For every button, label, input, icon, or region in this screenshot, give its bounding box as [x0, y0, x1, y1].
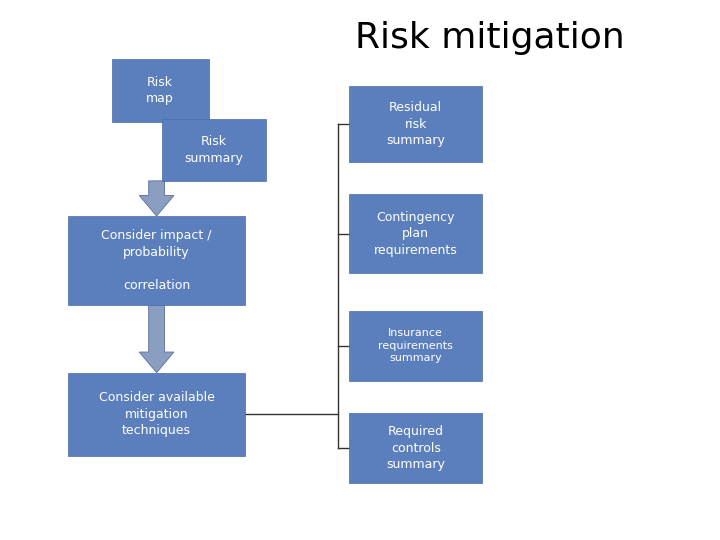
Text: Required
controls
summary: Required controls summary — [387, 425, 445, 471]
FancyBboxPatch shape — [68, 373, 245, 456]
FancyBboxPatch shape — [349, 86, 482, 162]
Text: Contingency
plan
requirements: Contingency plan requirements — [374, 211, 458, 256]
Text: Consider available
mitigation
techniques: Consider available mitigation techniques — [99, 392, 215, 437]
Text: Residual
risk
summary: Residual risk summary — [387, 101, 445, 147]
Polygon shape — [140, 181, 174, 216]
FancyBboxPatch shape — [349, 413, 482, 483]
FancyBboxPatch shape — [68, 216, 245, 305]
FancyBboxPatch shape — [112, 59, 209, 122]
FancyBboxPatch shape — [349, 310, 482, 381]
Polygon shape — [140, 305, 174, 373]
Text: Consider impact /
probability

correlation: Consider impact / probability correlatio… — [102, 230, 212, 292]
FancyBboxPatch shape — [349, 194, 482, 273]
Text: Risk
map: Risk map — [146, 76, 174, 105]
FancyBboxPatch shape — [162, 119, 266, 181]
Text: Insurance
requirements
summary: Insurance requirements summary — [379, 328, 453, 363]
Text: Risk
summary: Risk summary — [185, 135, 243, 165]
Text: Risk mitigation: Risk mitigation — [355, 21, 624, 55]
